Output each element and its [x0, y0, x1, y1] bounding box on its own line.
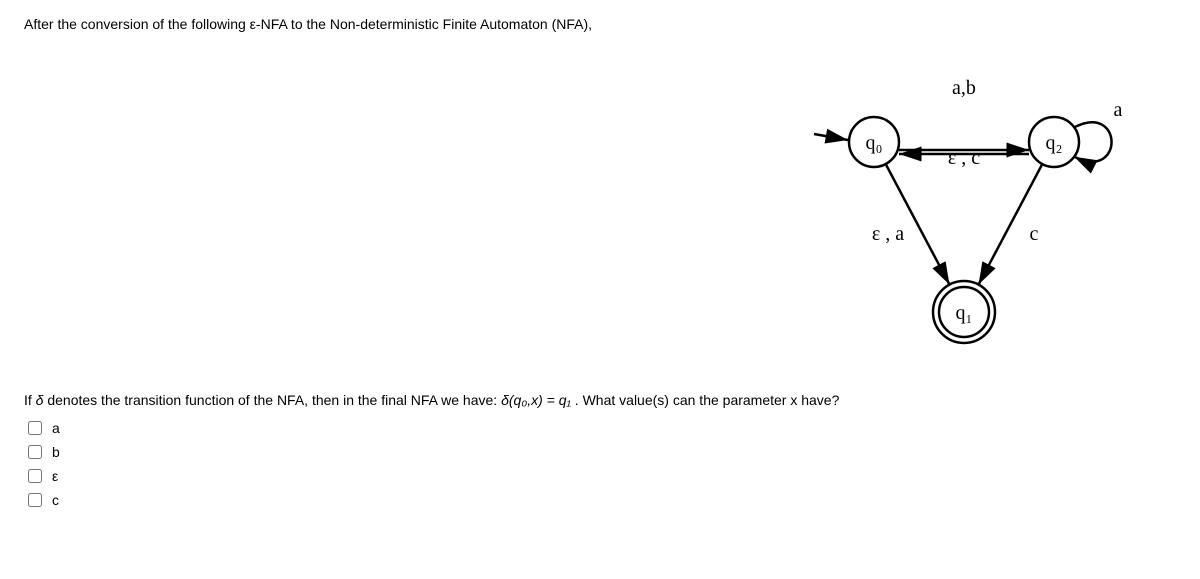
question-intro: After the conversion of the following ε-… — [24, 16, 1176, 32]
question-body: If δ denotes the transition function of … — [24, 392, 1176, 408]
question-body-prefix: If — [24, 392, 36, 408]
option-checkbox[interactable] — [28, 421, 42, 435]
option-checkbox[interactable] — [28, 445, 42, 459]
svg-text:ε , c: ε , c — [948, 147, 980, 169]
svg-text:c: c — [1030, 223, 1039, 245]
svg-text:q₁: q₁ — [956, 302, 973, 324]
question-equation: δ(q₀,x) = q₁ — [501, 392, 571, 408]
option-checkbox[interactable] — [28, 493, 42, 507]
question-body-suffix: . What value(s) can the parameter x have… — [571, 392, 839, 408]
svg-text:a: a — [1114, 99, 1123, 121]
option-row: b — [28, 444, 1176, 460]
diagram-container: ε , c a,b ε , a c a q₀ q₂ q₁ — [24, 62, 1176, 362]
option-checkbox[interactable] — [28, 469, 42, 483]
option-label: a — [52, 420, 60, 436]
svg-text:q₂: q₂ — [1046, 132, 1063, 154]
option-row: ε — [28, 468, 1176, 484]
svg-text:ε , a: ε , a — [872, 223, 904, 245]
options-list: abεc — [24, 420, 1176, 508]
option-label: c — [52, 492, 59, 508]
option-label: b — [52, 444, 60, 460]
option-label: ε — [52, 468, 58, 484]
automaton-diagram: ε , c a,b ε , a c a q₀ q₂ q₁ — [796, 62, 1156, 362]
option-row: a — [28, 420, 1176, 436]
question-body-middle: denotes the transition function of the N… — [43, 392, 501, 408]
svg-text:a,b: a,b — [952, 77, 976, 99]
svg-text:q₀: q₀ — [866, 132, 883, 154]
option-row: c — [28, 492, 1176, 508]
